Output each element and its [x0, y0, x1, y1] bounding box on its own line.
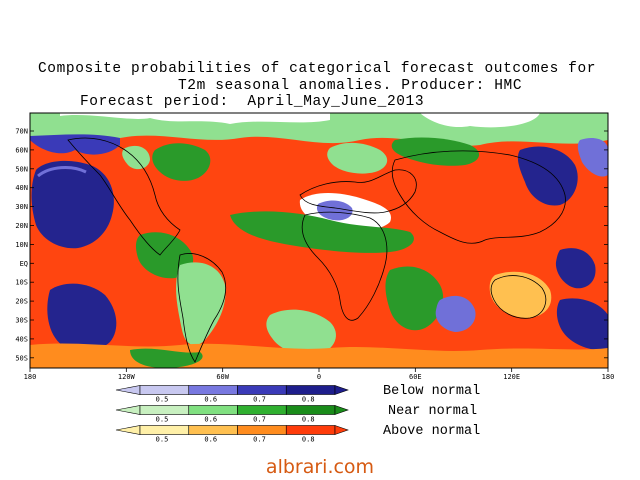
legend-label: Above normal: [383, 424, 480, 439]
lat-label: 50N: [15, 165, 28, 173]
field-alaska-blue: [30, 134, 120, 155]
coast-south-america: [177, 253, 227, 363]
field-npacific-edge: [37, 166, 87, 178]
coast-africa: [301, 211, 388, 321]
field-tropical-near: [230, 211, 414, 253]
legend-swatch: [188, 425, 238, 435]
legend-value: 0.6: [204, 416, 217, 424]
field-arctic-white-2: [420, 113, 540, 128]
field-camerica-green: [135, 232, 194, 279]
field-spac-east-blue: [556, 298, 608, 351]
legend-value: 0.6: [204, 396, 217, 404]
legend-value: 0.7: [253, 416, 266, 424]
field-indian-green: [385, 266, 444, 331]
field-spac-west-blue: [555, 248, 596, 289]
legend-arrow-left: [115, 425, 141, 435]
legend-swatch: [139, 405, 190, 415]
legend-row-2: 0.5 0.6 0.7 0.8 Above normal: [115, 424, 480, 444]
legend-arrow-right: [334, 425, 349, 435]
field-mediterranean-blue: [316, 200, 353, 221]
legend: 0.5 0.6 0.7 0.8 Below normal 0.5 0.6 0.7 0.8 Near…: [115, 384, 480, 444]
lat-label: 40N: [15, 184, 28, 192]
lon-label: 180: [602, 373, 615, 381]
field-satlantic-near: [266, 309, 337, 356]
legend-value: 0.7: [253, 436, 266, 444]
title-line-1: Composite probabilities of categorical f…: [38, 61, 597, 77]
legend-arrow-left: [115, 405, 141, 415]
legend-swatch: [237, 425, 287, 435]
legend-swatch: [188, 405, 238, 415]
lat-label: 20S: [15, 298, 28, 306]
lat-label: 10S: [15, 279, 28, 287]
field-npacific-east-blue: [577, 138, 608, 177]
legend-value: 0.8: [302, 396, 315, 404]
lat-label: 30S: [15, 317, 28, 325]
legend-label: Below normal: [383, 384, 480, 399]
field-arctic-white: [60, 113, 330, 124]
field-sindian-blue: [435, 295, 476, 332]
legend-swatch: [188, 385, 238, 395]
field-australia-light: [489, 271, 552, 318]
legend-swatch: [139, 425, 190, 435]
map-field: [30, 113, 608, 368]
field-canada-green: [152, 143, 211, 181]
legend-swatch: [237, 405, 287, 415]
title-line-3: Forecast period: April_May_June_2013: [80, 94, 425, 110]
legend-label: Near normal: [388, 404, 477, 419]
legend-value: 0.8: [302, 416, 315, 424]
legend-swatch: [285, 425, 336, 435]
legend-swatch: [285, 405, 336, 415]
lon-label: 180: [24, 373, 37, 381]
lat-label: 20N: [15, 222, 28, 230]
field-eastasia-blue: [517, 146, 578, 206]
lat-label: EQ: [20, 260, 28, 268]
lon-label: 120E: [503, 373, 520, 381]
field-npacific-blue: [31, 160, 114, 249]
latitude-axis: 70N 60N 50N 40N 30N 20N 10N EQ 10S 20S 30S 40S 50S: [15, 128, 608, 362]
lat-label: 40S: [15, 335, 28, 343]
legend-value: 0.5: [156, 416, 169, 424]
legend-value: 0.8: [302, 436, 315, 444]
lat-label: 60N: [15, 146, 28, 154]
legend-value: 0.5: [156, 436, 169, 444]
legend-value: 0.5: [156, 396, 169, 404]
coast-north-america: [67, 137, 181, 256]
title-line-2: T2m seasonal anomalies. Producer: HMC: [178, 78, 523, 94]
legend-value: 0.7: [253, 396, 266, 404]
field-europe-near: [327, 142, 388, 174]
legend-row-0: 0.5 0.6 0.7 0.8 Below normal: [115, 384, 480, 404]
field-samerica-near: [176, 262, 226, 346]
coast-europe: [299, 169, 417, 214]
field-siberia-green: [391, 137, 480, 166]
coastlines: [67, 137, 566, 363]
lon-label: 120W: [118, 373, 136, 381]
longitude-axis: 180 120W 60W 0 60E 120E 180: [24, 368, 615, 381]
legend-arrow-right: [334, 385, 349, 395]
legend-swatch: [237, 385, 287, 395]
legend-swatch: [285, 385, 336, 395]
field-spacific-blue: [47, 283, 117, 350]
legend-arrow-left: [115, 385, 141, 395]
lat-label: 10N: [15, 241, 28, 249]
field-southern-green: [130, 348, 203, 368]
watermark-text: albrari.com: [265, 456, 375, 478]
field-canada-light: [122, 145, 150, 170]
coast-asia: [391, 150, 566, 244]
coast-australia: [490, 275, 547, 319]
lat-label: 30N: [15, 203, 28, 211]
legend-value: 0.6: [204, 436, 217, 444]
lon-label: 0: [317, 373, 321, 381]
lon-label: 60W: [216, 373, 229, 381]
lon-label: 60E: [409, 373, 422, 381]
lat-label: 70N: [15, 128, 28, 136]
legend-swatch: [139, 385, 190, 395]
legend-row-1: 0.5 0.6 0.7 0.8 Near normal: [115, 404, 477, 424]
legend-arrow-right: [334, 405, 349, 415]
lat-label: 50S: [15, 354, 28, 362]
